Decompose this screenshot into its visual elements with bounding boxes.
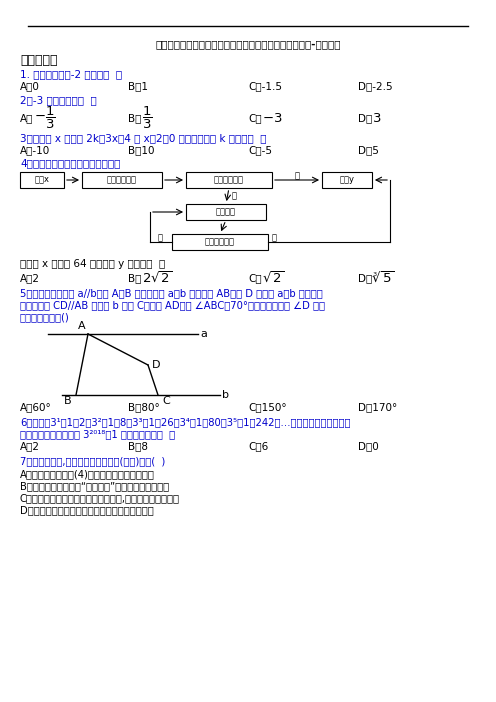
- Text: B．: B．: [128, 113, 141, 123]
- Text: a: a: [200, 329, 207, 339]
- Text: D．: D．: [358, 273, 372, 283]
- Text: 是否为无理数: 是否为无理数: [205, 237, 235, 246]
- FancyBboxPatch shape: [20, 172, 64, 188]
- Text: C．: C．: [248, 113, 261, 123]
- FancyBboxPatch shape: [186, 172, 272, 188]
- Text: D．170°: D．170°: [358, 402, 397, 412]
- Text: 6．计算：3¹－1＝2，3²－1＝8，3³－1＝26，3⁴－1＝80，3⁵－1＝242，…，归纳各计算结果中的: 6．计算：3¹－1＝2，3²－1＝8，3³－1＝26，3⁴－1＝80，3⁵－1＝…: [20, 417, 351, 427]
- Text: $\sqrt{2}$: $\sqrt{2}$: [262, 270, 284, 286]
- Text: C．6: C．6: [248, 441, 268, 451]
- Text: A．: A．: [20, 113, 33, 123]
- Text: b: b: [222, 390, 229, 400]
- Text: $3$: $3$: [372, 112, 381, 124]
- Text: A．2: A．2: [20, 273, 40, 283]
- Text: 4．有一个数値转换器，流程如下：: 4．有一个数値转换器，流程如下：: [20, 158, 121, 168]
- Text: A．对广州市某校七(4)班同学的视力情况的调查: A．对广州市某校七(4)班同学的视力情况的调查: [20, 469, 155, 479]
- Text: C．150°: C．150°: [248, 402, 287, 412]
- Text: 是: 是: [272, 234, 277, 242]
- Text: 求立方根: 求立方根: [216, 208, 236, 216]
- Text: A．-10: A．-10: [20, 145, 50, 155]
- Text: A．2: A．2: [20, 441, 40, 451]
- Text: 3．若关于 x 的方程 2k－3x＝4 与 x－2＝0 的解相同，则 k 的値为（  ）: 3．若关于 x 的方程 2k－3x＝4 与 x－2＝0 的解相同，则 k 的値为…: [20, 133, 266, 143]
- FancyBboxPatch shape: [172, 234, 268, 250]
- Text: D．: D．: [358, 113, 372, 123]
- Text: 求算术平方根: 求算术平方根: [107, 176, 137, 185]
- Text: $-\dfrac{1}{3}$: $-\dfrac{1}{3}$: [34, 105, 56, 131]
- Text: 输出y: 输出y: [339, 176, 355, 185]
- Text: 是否为无理数: 是否为无理数: [214, 176, 244, 185]
- Text: B．1: B．1: [128, 81, 148, 91]
- Text: B．: B．: [128, 273, 141, 283]
- FancyBboxPatch shape: [186, 204, 266, 220]
- Text: 个动点，作 CD//AB 交直线 b 于点 C，连结 AD，若 ∠ABC＝70°，则下列选项中 ∠D 不可: 个动点，作 CD//AB 交直线 b 于点 C，连结 AD，若 ∠ABC＝70°…: [20, 300, 325, 310]
- Text: D: D: [152, 360, 161, 370]
- Text: B．8: B．8: [128, 441, 148, 451]
- Text: 一、选择题: 一、选择题: [20, 53, 58, 67]
- Text: D．对广州市中学生每周课外阅读时间情况的调查: D．对广州市中学生每周课外阅读时间情况的调查: [20, 505, 154, 515]
- FancyBboxPatch shape: [322, 172, 372, 188]
- Text: C．-5: C．-5: [248, 145, 272, 155]
- Text: A．0: A．0: [20, 81, 40, 91]
- Text: 个位数字的规律，猜测 3²⁰¹⁸－1 的个位数字是（  ）: 个位数字的规律，猜测 3²⁰¹⁸－1 的个位数字是（ ）: [20, 429, 175, 439]
- Text: $2\sqrt{2}$: $2\sqrt{2}$: [142, 270, 173, 286]
- Text: B．对广州市市民知晓“礼让行人”交通新规情况的调查: B．对广州市市民知晓“礼让行人”交通新规情况的调查: [20, 481, 169, 491]
- Text: $\dfrac{1}{3}$: $\dfrac{1}{3}$: [142, 105, 152, 131]
- Text: 1. 以下选项中比-2 小的是（  ）: 1. 以下选项中比-2 小的是（ ）: [20, 69, 122, 79]
- Text: 5．如图，已知直线 a//b，点 A，B 分别在直线 a，b 上，连结 AB，点 D 是直线 a，b 之间的一: 5．如图，已知直线 a//b，点 A，B 分别在直线 a，b 上，连结 AB，点…: [20, 288, 323, 298]
- Text: C．对广州市中学生观看电影《厉害了,我的国》情况的调查: C．对广州市中学生观看电影《厉害了,我的国》情况的调查: [20, 493, 180, 503]
- Text: 输入x: 输入x: [35, 176, 50, 185]
- Text: A．60°: A．60°: [20, 402, 52, 412]
- Text: A: A: [78, 321, 86, 331]
- Text: D．5: D．5: [358, 145, 379, 155]
- Text: D．-2.5: D．-2.5: [358, 81, 393, 91]
- Text: $\sqrt[3]{5}$: $\sqrt[3]{5}$: [372, 270, 394, 286]
- Text: B．80°: B．80°: [128, 402, 160, 412]
- Text: D．0: D．0: [358, 441, 379, 451]
- Text: 否: 否: [158, 234, 163, 242]
- Text: C．: C．: [248, 273, 261, 283]
- FancyBboxPatch shape: [82, 172, 162, 188]
- Text: B: B: [64, 396, 72, 406]
- Text: 否: 否: [232, 192, 237, 201]
- Text: C．-1.5: C．-1.5: [248, 81, 282, 91]
- Text: 2．-3 的相反数是（  ）: 2．-3 的相反数是（ ）: [20, 95, 97, 105]
- Text: 7．下列调查中,最适合采用全面调查(普查)的是(  ): 7．下列调查中,最适合采用全面调查(普查)的是( ): [20, 456, 165, 466]
- Text: 能取到的度数为(): 能取到的度数为(): [20, 312, 70, 322]
- Text: 当输入 x 的値为 64 时，输出 y 的値是（  ）: 当输入 x 的値为 64 时，输出 y 的値是（ ）: [20, 259, 165, 269]
- Text: $-3$: $-3$: [262, 112, 283, 124]
- Text: 是: 是: [295, 171, 300, 180]
- Text: B．10: B．10: [128, 145, 154, 155]
- Text: C: C: [162, 396, 170, 406]
- Text: 深圳松岗中英文实验学校七年级上册数学期末试卷及答案-百度文库: 深圳松岗中英文实验学校七年级上册数学期末试卷及答案-百度文库: [155, 39, 341, 49]
